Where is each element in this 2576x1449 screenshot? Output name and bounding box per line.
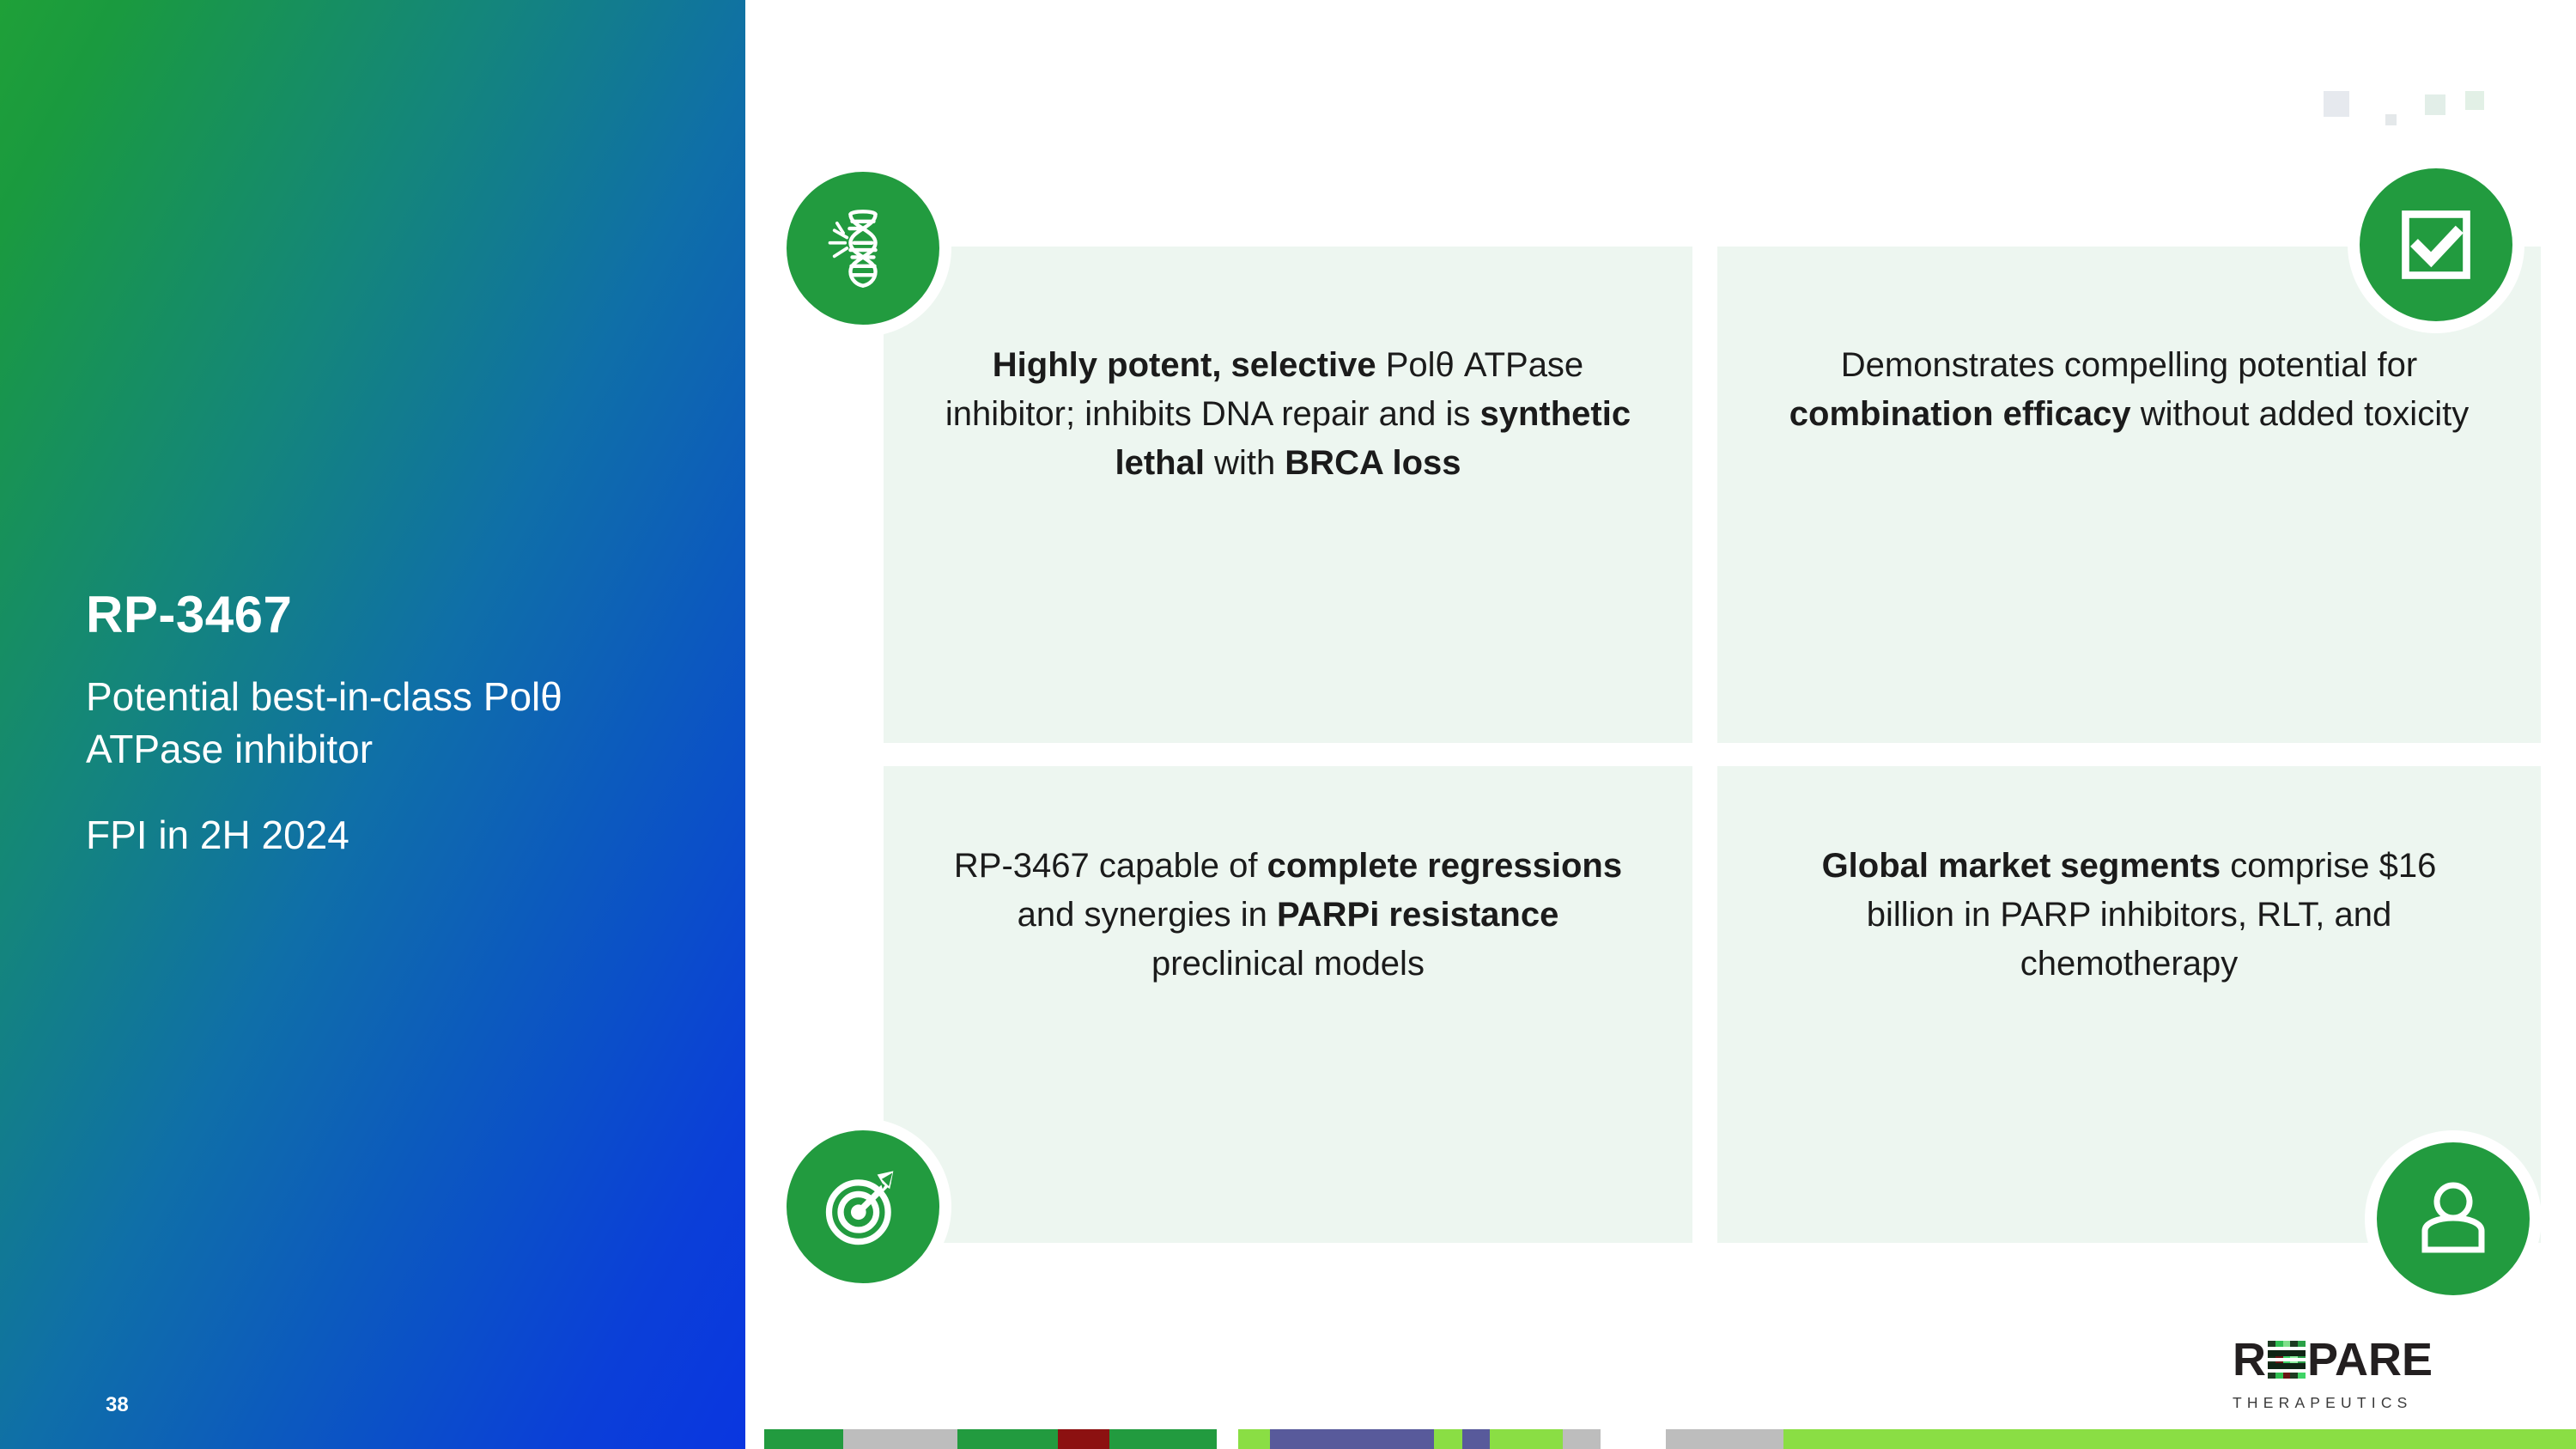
card-text-plain: comprise $16 billion in PARP inhibitors,… <box>1866 847 2437 983</box>
strip-segment <box>1666 1429 1783 1449</box>
strip-segment <box>1490 1429 1563 1449</box>
logo-gene-block-icon <box>2268 1341 2306 1379</box>
card-text-plain: RP-3467 capable of <box>953 847 1267 885</box>
decorative-dot-grid <box>2324 5 2576 342</box>
card-text-plain: without added toxicity <box>2130 395 2470 434</box>
logo-gene-cell <box>2275 1341 2283 1349</box>
dot-grid-square <box>2425 94 2445 115</box>
card-text: Highly potent, selective Polθ ATPase inh… <box>940 247 1636 489</box>
card-text-plain: and synergies in <box>1017 896 1278 935</box>
logo-gene-cell <box>2282 1341 2291 1349</box>
card-text-emphasis: Global market segments <box>1821 847 2221 885</box>
person-icon <box>2377 1142 2530 1295</box>
strip-segment <box>1238 1429 1270 1449</box>
logo-gene-cell <box>2298 1341 2306 1349</box>
card-complete-regressions: RP-3467 capable of complete regressions … <box>884 766 1692 1243</box>
card-text-plain: Demonstrates compelling potential for <box>1840 346 2418 384</box>
slide-subtitle-secondary: FPI in 2H 2024 <box>86 812 349 857</box>
strip-segment <box>957 1429 1058 1449</box>
logo-gene-cell <box>2290 1363 2299 1372</box>
target-icon <box>787 1130 939 1283</box>
card-text-plain: with <box>1204 444 1285 483</box>
logo-gene-cell <box>2268 1363 2275 1372</box>
logo-text-before: R <box>2233 1334 2266 1385</box>
page-title: RP-3467 <box>86 586 293 644</box>
left-panel-content: RP-3467 Potential best-in-class Polθ ATP… <box>86 0 687 1449</box>
logo-gene-cell <box>2275 1371 2283 1379</box>
logo-gene-cell <box>2298 1371 2306 1379</box>
card-text-plain: preclinical models <box>1151 945 1425 983</box>
strip-segment <box>764 1429 843 1449</box>
logo-gene-cell <box>2268 1371 2275 1379</box>
strip-segment <box>1783 1429 2576 1449</box>
logo-gene-cell <box>2290 1348 2299 1356</box>
logo-text-after: PARE <box>2307 1334 2433 1385</box>
logo-tagline: THERAPEUTICS <box>2233 1394 2413 1411</box>
card-combination-efficacy: Demonstrates compelling potential for co… <box>1717 247 2541 743</box>
dot-grid-square <box>2465 91 2484 110</box>
dna-icon <box>787 172 939 325</box>
slide-subtitle-primary: Potential best-in-class Polθ ATPase inhi… <box>86 674 562 772</box>
repare-wordmark: R PARE <box>2233 1336 2524 1383</box>
logo-gene-cell <box>2268 1348 2275 1356</box>
logo-e-bar <box>2268 1346 2306 1350</box>
bottom-color-strip <box>0 1429 2576 1449</box>
card-text-plain: Polθ ATPase inhibitor; inhibits DNA repa… <box>945 346 1584 434</box>
card-text-emphasis: synthetic lethal <box>1115 395 1631 483</box>
strip-segment <box>1270 1429 1434 1449</box>
strip-segment <box>1563 1429 1601 1449</box>
strip-segment <box>1434 1429 1462 1449</box>
strip-segment <box>1109 1429 1217 1449</box>
left-gradient-panel: RP-3467 Potential best-in-class Polθ ATP… <box>0 0 745 1449</box>
strip-segment <box>1058 1429 1109 1449</box>
strip-segment <box>843 1429 957 1449</box>
card-text-emphasis: Highly potent, selective <box>992 346 1376 384</box>
logo-e-bar <box>2268 1369 2306 1373</box>
card-text: Global market segments comprise $16 bill… <box>1775 766 2483 989</box>
card-text-emphasis: complete regressions <box>1267 847 1623 885</box>
logo-gene-cell <box>2298 1348 2306 1356</box>
logo-gene-cell <box>2282 1348 2291 1356</box>
logo-gene-cell <box>2282 1371 2291 1379</box>
logo-gene-cell <box>2290 1341 2299 1349</box>
highlight-card-grid: Highly potent, selective Polθ ATPase inh… <box>884 247 2541 1243</box>
logo-gene-cell <box>2275 1363 2283 1372</box>
card-text-emphasis: BRCA loss <box>1285 444 1461 483</box>
logo-gene-cell <box>2298 1363 2306 1372</box>
logo-gene-cell <box>2275 1348 2283 1356</box>
dot-grid-square <box>2385 114 2397 125</box>
repare-logo: R PARE THERAPEUTICS <box>2233 1336 2524 1419</box>
card-text: RP-3467 capable of complete regressions … <box>940 766 1636 989</box>
logo-gene-cell <box>2268 1341 2275 1349</box>
card-text: Demonstrates compelling potential for co… <box>1775 247 2483 439</box>
dot-grid-square <box>2324 91 2349 117</box>
page-number: 38 <box>106 1393 129 1416</box>
logo-gene-cell <box>2290 1371 2299 1379</box>
card-text-emphasis: PARPi resistance <box>1277 896 1559 935</box>
logo-e-bar <box>2268 1357 2306 1362</box>
strip-segment <box>1462 1429 1490 1449</box>
card-highly-potent: Highly potent, selective Polθ ATPase inh… <box>884 247 1692 743</box>
check-square-icon <box>2360 168 2512 321</box>
logo-gene-cell <box>2282 1363 2291 1372</box>
card-text-emphasis: combination efficacy <box>1789 395 2131 434</box>
